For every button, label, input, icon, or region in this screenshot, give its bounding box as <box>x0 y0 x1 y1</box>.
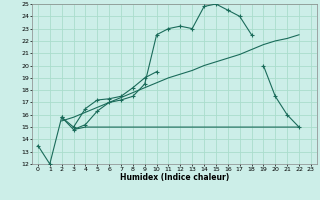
X-axis label: Humidex (Indice chaleur): Humidex (Indice chaleur) <box>120 173 229 182</box>
